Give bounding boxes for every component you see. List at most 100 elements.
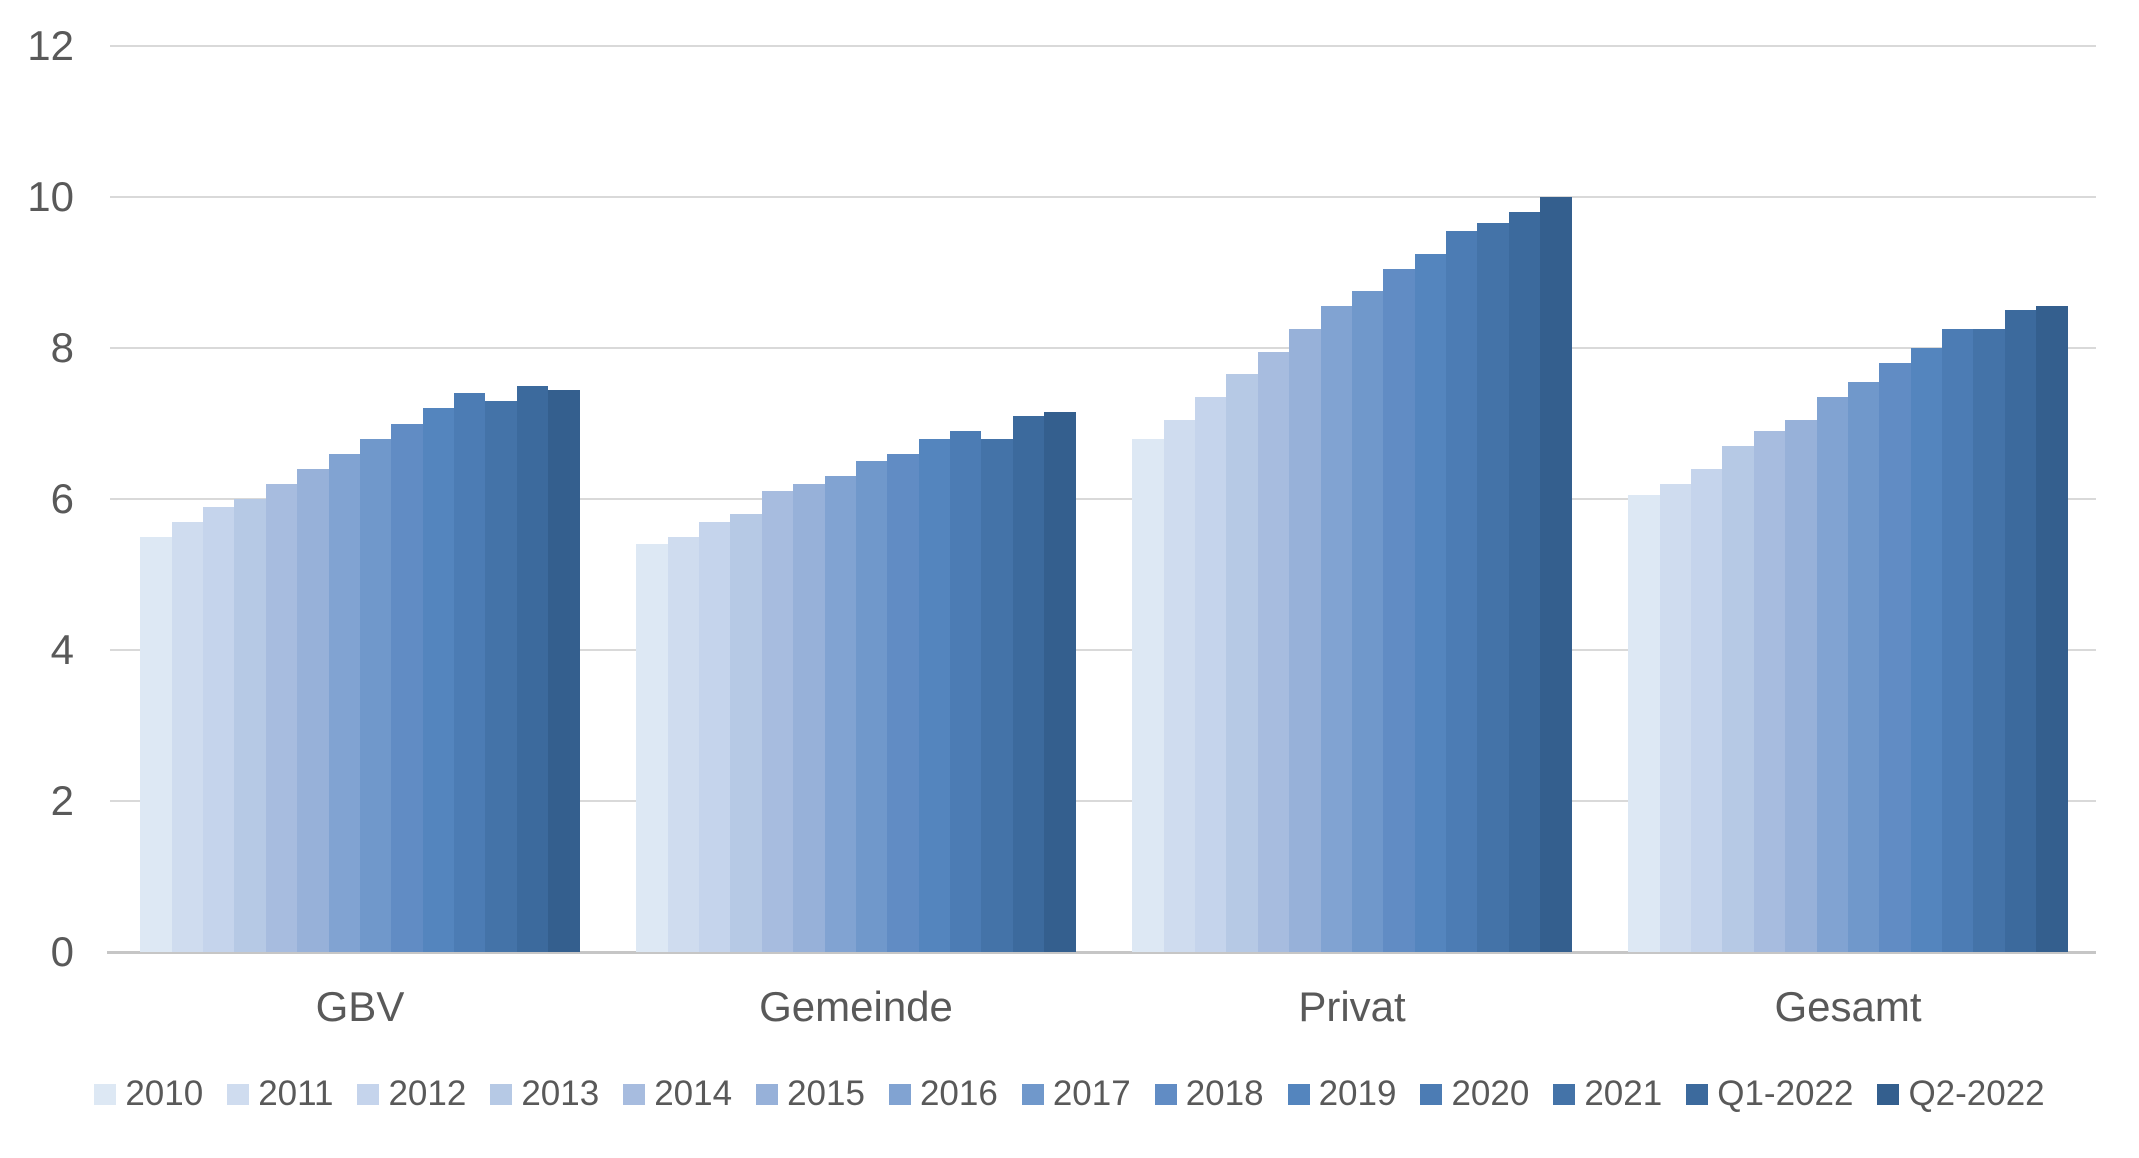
bar-2016-gemeinde[interactable] [824,476,856,952]
bar-2020-gesamt[interactable] [1942,329,1974,952]
legend-item-Q2-2022[interactable]: Q2-2022 [1877,1075,2045,1113]
bar-2011-gesamt[interactable] [1659,483,1691,952]
bar-2017-gbv[interactable] [359,438,392,952]
legend-item-2019[interactable]: 2019 [1287,1075,1396,1113]
legend-swatch-icon [623,1083,646,1105]
bar-2014-gbv[interactable] [265,483,298,952]
legend-item-2012[interactable]: 2012 [357,1075,466,1113]
bar-2019-gesamt[interactable] [1910,348,1943,952]
legend-item-2014[interactable]: 2014 [623,1075,732,1113]
bar-2018-gbv[interactable] [391,423,423,952]
bar-2021-gemeinde[interactable] [981,438,1013,952]
bar-2018-gemeinde[interactable] [887,453,919,952]
bar-Q2-2022-gbv[interactable] [548,389,580,952]
gridline-8 [110,347,2096,349]
legend-swatch-icon [227,1083,250,1105]
bar-2015-privat[interactable] [1289,329,1321,952]
legend-item-2015[interactable]: 2015 [756,1075,865,1113]
bar-2016-gbv[interactable] [328,453,360,952]
legend-item-2017[interactable]: 2017 [1021,1075,1131,1113]
bar-2013-gbv[interactable] [234,499,266,952]
y-axis-tick-label: 6 [50,475,74,522]
legend-swatch-icon [1154,1083,1177,1105]
bar-2020-privat[interactable] [1446,230,1478,952]
bar-2021-privat[interactable] [1477,223,1509,952]
bar-2020-gemeinde[interactable] [950,431,982,952]
bar-2012-gesamt[interactable] [1690,468,1723,952]
y-axis-tick-label: 12 [27,22,74,69]
bar-2021-gesamt[interactable] [1973,329,2005,952]
legend-swatch-icon [1287,1083,1310,1105]
legend-label: 2015 [787,1074,865,1113]
legend-item-2011[interactable]: 2011 [227,1075,333,1113]
bar-2021-gbv[interactable] [485,400,517,952]
legend-item-2020[interactable]: 2020 [1420,1075,1529,1113]
legend-item-2010[interactable]: 2010 [94,1075,203,1113]
bar-2020-gbv[interactable] [454,393,486,952]
y-axis-tick-label: 2 [50,777,74,824]
legend-item-Q1-2022[interactable]: Q1-2022 [1686,1075,1853,1113]
category-label-gbv: GBV [315,983,405,1030]
bar-Q1-2022-gesamt[interactable] [2004,310,2037,952]
gridline-10 [110,196,2096,198]
legend-item-2018[interactable]: 2018 [1154,1074,1264,1113]
legend-label: 2020 [1451,1074,1530,1113]
bar-2014-gesamt[interactable] [1753,431,1786,952]
bar-2012-privat[interactable] [1194,397,1227,952]
bar-group-privat [1132,0,1572,952]
legend-swatch-icon [94,1083,117,1105]
gridline-4 [110,649,2096,651]
bar-group-gesamt [1628,0,2068,952]
bar-2019-privat[interactable] [1414,253,1447,952]
bar-2018-privat[interactable] [1383,268,1415,952]
bar-2010-privat[interactable] [1132,438,1164,952]
bar-2016-privat[interactable] [1320,306,1352,952]
bar-2015-gesamt[interactable] [1785,419,1817,952]
bar-2011-gemeinde[interactable] [667,536,699,952]
bar-2013-privat[interactable] [1226,374,1258,952]
bar-2010-gesamt[interactable] [1628,495,1660,952]
gridline-2 [110,800,2096,802]
bar-2014-gemeinde[interactable] [761,491,794,952]
bar-Q2-2022-gesamt[interactable] [2036,306,2068,952]
bar-2010-gbv[interactable] [140,536,172,952]
legend-label: 2010 [125,1074,204,1113]
bar-Q1-2022-privat[interactable] [1508,212,1541,952]
bar-Q1-2022-gemeinde[interactable] [1012,415,1045,952]
bar-2013-gesamt[interactable] [1722,446,1754,952]
bar-2018-gesamt[interactable] [1879,363,1911,952]
bar-group-gemeinde [636,0,1076,952]
legend-label: 2018 [1185,1074,1264,1113]
bar-2017-gemeinde[interactable] [855,461,888,952]
bar-2012-gbv[interactable] [202,506,235,952]
legend-item-2021[interactable]: 2021 [1553,1075,1662,1113]
bar-Q2-2022-gemeinde[interactable] [1044,412,1076,952]
legend-item-2013[interactable]: 2013 [490,1075,599,1113]
bar-2011-privat[interactable] [1163,419,1195,952]
legend-label: Q1-2022 [1717,1074,1854,1113]
bar-Q1-2022-gbv[interactable] [516,385,549,952]
legend-label: 2014 [654,1074,733,1113]
bar-2015-gemeinde[interactable] [793,483,825,952]
bar-2019-gemeinde[interactable] [918,438,951,952]
legend-item-2016[interactable]: 2016 [888,1074,998,1113]
legend-label: 2013 [521,1074,600,1113]
bar-2015-gbv[interactable] [297,468,329,952]
legend-swatch-icon [357,1083,380,1105]
category-label-gesamt: Gesamt [1774,983,1922,1030]
bar-2016-gesamt[interactable] [1816,397,1848,952]
bar-2012-gemeinde[interactable] [698,521,731,952]
bar-2010-gemeinde[interactable] [636,544,668,952]
bar-Q2-2022-privat[interactable] [1540,197,1572,952]
legend-swatch-icon [1420,1083,1443,1105]
legend-swatch-icon [1553,1083,1576,1105]
legend-label: 2016 [919,1074,998,1113]
bar-2013-gemeinde[interactable] [730,514,762,952]
bar-2017-gesamt[interactable] [1847,381,1880,952]
bar-2014-privat[interactable] [1257,351,1290,952]
gridline-12 [110,45,2096,47]
bar-2019-gbv[interactable] [422,408,455,952]
bar-2017-privat[interactable] [1351,291,1384,952]
bar-2011-gbv[interactable] [171,521,203,952]
